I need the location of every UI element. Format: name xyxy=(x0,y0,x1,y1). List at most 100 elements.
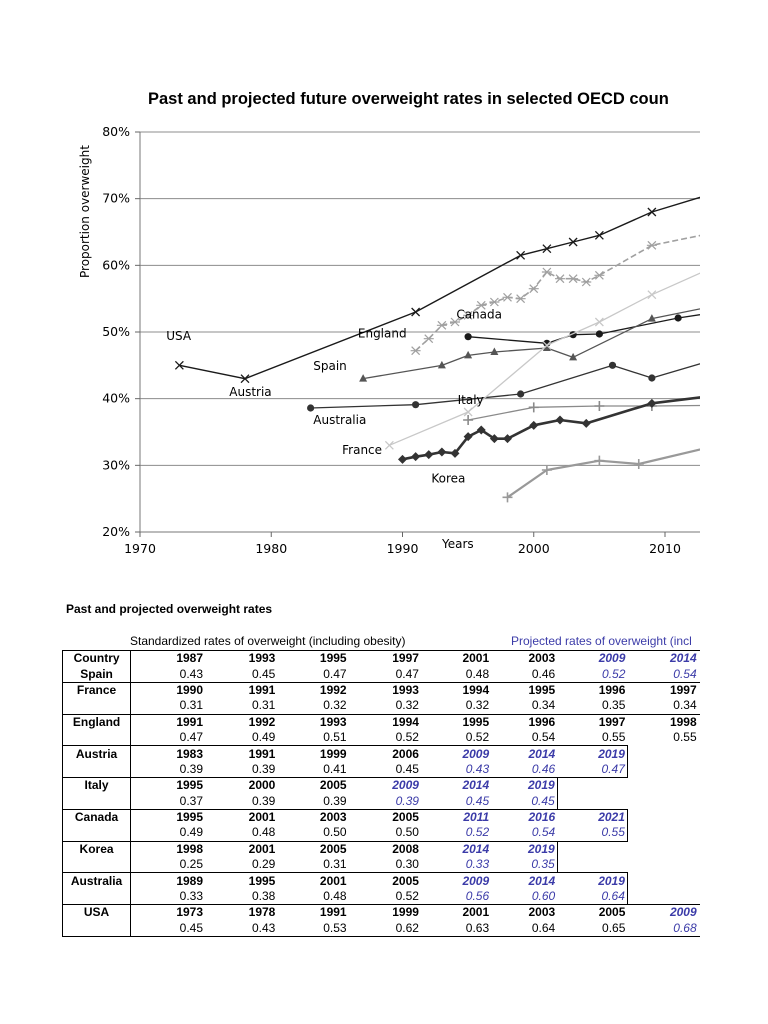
table-year-row: England199119921993199419951996199719981… xyxy=(62,713,700,730)
year-cell: 2008 xyxy=(348,840,421,858)
x-marker xyxy=(542,340,552,350)
triangle-marker xyxy=(647,314,656,322)
country-name xyxy=(62,729,132,746)
year-cell xyxy=(699,746,700,762)
year-cell: 2001 xyxy=(205,840,278,858)
value-cell: 0.48 xyxy=(251,825,276,840)
year-cell xyxy=(627,873,698,889)
dot-marker xyxy=(714,355,721,362)
year-cell: 2003 xyxy=(491,650,558,667)
year-cell: 1993 xyxy=(277,713,349,730)
value-cell: 0.34 xyxy=(699,698,700,714)
value-cell: 0.47 xyxy=(395,666,419,681)
star-marker xyxy=(489,297,500,307)
year-cell: 2019 xyxy=(557,745,628,762)
y-tick-label: 80% xyxy=(102,124,130,139)
year-cell: 2014 xyxy=(491,745,558,762)
value-cell: 0.50 xyxy=(323,825,347,840)
value-cell: 0.55 xyxy=(602,730,626,745)
dot-marker xyxy=(517,390,525,398)
series-label-italy: Italy xyxy=(458,393,484,407)
value-cell: 0.45 xyxy=(420,793,492,810)
x-marker xyxy=(647,207,657,217)
overweight-rates-table: Country198719931995199720012003200920142… xyxy=(62,650,701,938)
x-marker xyxy=(594,230,604,240)
country-name xyxy=(62,888,132,905)
value-cell: 0.60 xyxy=(491,888,558,906)
table-value-row: 0.470.490.510.520.520.540.550.550.55 xyxy=(62,729,701,746)
value-cell xyxy=(627,857,698,873)
year-cell: 2005 xyxy=(277,840,349,858)
year-cell: 1990 xyxy=(130,681,206,699)
value-cell: 0.48 xyxy=(323,889,347,904)
table-year-row: Korea 1998 2001 2005 2008 2014 2019 xyxy=(62,840,701,858)
value-cell: 0.49 xyxy=(251,730,276,745)
year-cell: 1991 xyxy=(130,713,206,730)
table-year-row: USA197319781991199920012003200520092014 xyxy=(62,904,700,921)
triangle-marker xyxy=(569,352,578,361)
value-cell: 0.55 xyxy=(557,825,628,842)
series-line xyxy=(402,396,700,461)
star-marker xyxy=(528,284,539,294)
year-cell: 1997 xyxy=(348,650,421,667)
year-cell: 1998 xyxy=(698,681,700,699)
value-cell: 0.45 xyxy=(395,761,419,776)
table-year-row: Canada 1995 2001 2003 2005 2011 2016 2021 xyxy=(62,808,701,826)
value-cell xyxy=(699,889,700,905)
x-tick-label: 2010 xyxy=(649,541,681,556)
standardized-rates-header: Standardized rates of overweight (includ… xyxy=(130,634,406,648)
value-cell: 0.55 xyxy=(699,666,700,682)
year-cell: 2016 xyxy=(491,808,558,826)
diamond-marker xyxy=(647,398,657,408)
value-cell: 0.62 xyxy=(348,920,421,938)
x-marker xyxy=(174,360,184,370)
x-marker xyxy=(240,374,250,384)
star-marker xyxy=(581,277,592,287)
x-tick-label: 2000 xyxy=(518,541,550,556)
value-cell: 0.30 xyxy=(395,857,419,872)
table-value-row: 0.450.430.530.620.630.640.650.680.71 xyxy=(62,920,700,938)
year-cell xyxy=(627,778,698,794)
year-cell xyxy=(557,841,627,857)
country-name: Canada xyxy=(62,808,132,826)
x-marker xyxy=(411,307,421,317)
year-cell: 2014 xyxy=(420,777,492,794)
series-label-france: France xyxy=(342,443,382,457)
star-marker xyxy=(541,267,552,277)
year-cell: 2021 xyxy=(557,808,628,826)
series-spain xyxy=(359,308,700,382)
value-cell: 0.34 xyxy=(673,698,697,713)
year-cell: 1992 xyxy=(277,681,349,699)
year-cell: 1999 xyxy=(698,713,700,730)
series-label-canada: Canada xyxy=(456,308,502,322)
plus-marker xyxy=(594,401,605,411)
year-cell: 1997 xyxy=(557,713,628,730)
x-tick-label: 1970 xyxy=(124,541,156,556)
diamond-marker xyxy=(489,434,499,444)
year-cell: 2009 xyxy=(557,650,628,667)
chart-gridlines xyxy=(140,131,700,466)
triangle-marker xyxy=(437,360,446,369)
year-cell: 2006 xyxy=(348,745,421,762)
series-line xyxy=(415,234,700,352)
year-cell: 1995 xyxy=(420,713,492,730)
value-cell: 0.54 xyxy=(673,666,697,681)
country-name xyxy=(62,825,132,842)
year-cell: 1995 xyxy=(130,777,206,794)
value-cell: 0.45 xyxy=(491,793,558,810)
value-cell: 0.51 xyxy=(323,730,347,745)
table-value-row: 0.25 0.29 0.31 0.30 0.33 0.35 xyxy=(62,857,701,874)
value-cell xyxy=(627,762,698,778)
diamond-marker xyxy=(424,450,434,460)
year-cell: 1998 xyxy=(627,713,699,730)
value-cell: 0.35 xyxy=(602,698,626,713)
table-year-row: Italy 1995 2000 2005 2009 2014 2019 xyxy=(62,777,701,794)
star-marker xyxy=(713,228,723,236)
value-cell xyxy=(699,857,700,873)
x-tick-label: 1990 xyxy=(387,541,419,556)
dot-marker xyxy=(648,374,656,382)
diamond-marker xyxy=(503,434,512,444)
value-cell: 0.33 xyxy=(420,857,492,874)
y-tick-label: 30% xyxy=(102,457,130,472)
dot-marker xyxy=(595,330,603,338)
